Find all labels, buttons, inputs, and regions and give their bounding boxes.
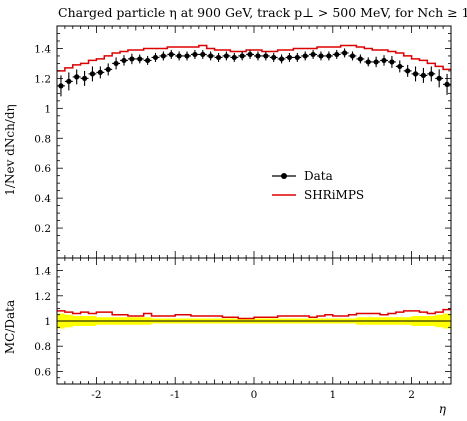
data-point [247,51,253,58]
data-point [89,71,96,77]
data-point [184,53,190,59]
data-point [397,63,403,70]
ratio-shrimps-step [57,308,451,320]
ratio-y-tick-label: 1.4 [34,266,51,278]
main-y-tick-label: 1.4 [34,43,51,55]
main-plot: 0.2 0.4 0.6 0.8 1 1.2 1.4 [34,25,452,384]
data-point [74,74,80,80]
data-point [200,51,206,58]
x-tick-label: 0 [251,389,258,401]
data-point [318,53,324,59]
chart-title: Charged particle η at 900 GeV, track p⊥ … [58,5,467,20]
legend-data-label: Data [304,169,333,183]
data-point [326,53,332,59]
data-point [405,68,411,74]
data-point [129,56,135,62]
ratio-y-tick-label: 1 [44,316,51,328]
data-point [278,56,285,62]
data-point [342,50,348,56]
data-point [231,54,237,61]
main-y-tick-label: 0.4 [34,193,51,205]
data-point [208,53,214,59]
legend: Data SHRiMPS [272,169,364,202]
x-axis-label: η [439,402,447,416]
data-point [310,51,316,58]
data-point [145,57,151,64]
data-point [412,71,419,77]
data-point [105,66,111,73]
data-point [176,53,182,59]
ratio-y-tick-label: 0.6 [34,366,51,378]
series-shrimps-step [57,44,451,72]
data-point [215,54,222,61]
main-y-tick-label: 0.2 [34,223,51,235]
y-axis-label: 1/Nev dNch/dη [3,104,17,195]
data-point [373,59,379,65]
data-point [420,72,427,78]
x-tick-label: 2 [408,389,415,401]
data-point [263,53,269,59]
data-point [255,53,261,59]
data-point [152,54,159,61]
main-y-tick-label: 1 [44,103,51,115]
ratio-y-axis-label: MC/Data [3,300,17,354]
data-point [334,51,340,58]
data-point [357,56,363,62]
data-point [294,54,300,61]
legend-data-marker [281,173,287,179]
x-tick-label: -1 [170,389,180,401]
data-point [58,83,64,89]
data-point [113,60,119,67]
data-point [286,54,293,61]
ratio-y-tick-label: 0.8 [34,341,51,353]
data-point [66,78,72,84]
data-point [239,53,245,59]
main-y-tick-label: 0.8 [34,133,51,145]
data-point [381,57,387,64]
legend-shrimps-label: SHRiMPS [304,188,364,202]
data-point [192,51,198,58]
data-point [168,51,174,58]
data-point [428,71,434,77]
data-point [271,54,277,61]
data-point [137,56,143,62]
data-point [81,75,88,81]
ratio-plot: 0.6 0.8 1 1.2 1.4 -2 -1 0 1 2 [34,257,452,401]
data-point [302,53,308,59]
data-point [389,59,395,65]
data-point [97,69,103,75]
data-point [365,59,371,65]
ratio-y-tick-label: 1.2 [34,291,51,303]
main-y-tick-label: 1.2 [34,73,51,85]
data-point [121,57,127,64]
data-point [223,53,230,59]
x-tick-label: 1 [329,389,336,401]
data-point [160,53,166,59]
data-point [349,53,356,59]
x-tick-label: -2 [91,389,101,401]
data-point [436,75,442,81]
main-y-tick-label: 0.6 [34,163,51,175]
